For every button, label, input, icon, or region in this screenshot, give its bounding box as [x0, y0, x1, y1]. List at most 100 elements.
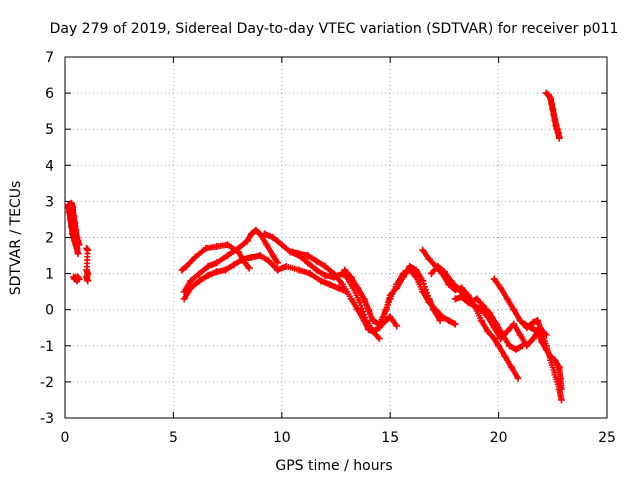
data-point: [224, 241, 232, 249]
data-point: [282, 262, 290, 270]
data-point: [547, 353, 555, 361]
data-point: [557, 396, 565, 404]
data-point: [252, 226, 260, 234]
data-point: [534, 317, 542, 325]
data-point: [304, 259, 312, 267]
data-point: [419, 288, 427, 296]
data-point: [295, 250, 303, 258]
data-point: [538, 338, 546, 346]
y-tick-label: 4: [45, 158, 54, 174]
data-point: [375, 335, 383, 343]
data-point: [195, 270, 203, 278]
data-point: [243, 237, 251, 245]
data-point: [202, 244, 210, 252]
data-point: [187, 284, 195, 292]
data-point: [204, 262, 212, 270]
data-point: [406, 266, 414, 274]
data-point: [490, 335, 498, 343]
y-tick-label: 1: [45, 267, 54, 283]
data-point: [427, 270, 435, 278]
data-point-interp: [381, 310, 388, 317]
series-arc-early-b: [65, 199, 83, 249]
x-tick-label: 15: [381, 430, 399, 446]
series-arc-12: [521, 320, 565, 393]
data-point: [548, 100, 556, 108]
data-point: [278, 241, 286, 249]
data-point: [527, 324, 535, 332]
series-arc-9: [427, 262, 526, 353]
data-point: [534, 327, 542, 335]
data-point: [213, 268, 221, 276]
data-point: [490, 324, 498, 332]
data-point: [356, 298, 364, 306]
data-point: [347, 273, 355, 281]
data-point: [471, 302, 479, 310]
data-point: [72, 226, 80, 234]
data-point-interp: [359, 305, 366, 312]
data-point: [317, 277, 325, 285]
data-point: [204, 271, 212, 279]
data-point: [550, 111, 558, 119]
data-point: [256, 252, 264, 260]
data-point: [195, 277, 203, 285]
data-point: [434, 262, 442, 270]
data-point-interp: [383, 304, 390, 311]
data-point: [354, 306, 362, 314]
data-point: [321, 271, 329, 279]
data-point: [213, 243, 221, 251]
data-point: [552, 122, 560, 130]
data-point: [178, 266, 186, 274]
data-point: [412, 273, 420, 281]
data-point: [547, 95, 555, 103]
y-tick-label: -2: [40, 375, 54, 391]
data-point: [544, 91, 552, 99]
data-point: [269, 234, 277, 241]
data-point: [187, 277, 195, 285]
data-point: [495, 342, 503, 350]
data-point: [447, 277, 455, 285]
series-arc-early-c: [70, 273, 83, 285]
data-point: [213, 259, 221, 267]
data-point: [273, 266, 281, 274]
x-tick-label: 10: [273, 430, 291, 446]
data-point: [84, 246, 92, 254]
data-point: [557, 385, 565, 393]
series-arc-7: [380, 266, 459, 328]
data-point-interp: [357, 302, 364, 309]
data-point: [554, 129, 562, 137]
data-point: [521, 320, 529, 328]
data-point: [295, 266, 303, 274]
data-point: [419, 246, 427, 254]
chart-title: Day 279 of 2019, Sidereal Day-to-day VTE…: [50, 21, 619, 37]
data-point: [425, 255, 433, 263]
data-point: [440, 268, 448, 276]
data-point: [432, 306, 440, 314]
data-point-interp: [386, 298, 393, 305]
data-series: [64, 89, 565, 404]
data-point: [365, 306, 373, 314]
data-point: [490, 275, 498, 283]
data-point: [436, 317, 444, 325]
data-point: [68, 199, 76, 207]
data-point: [512, 345, 520, 353]
data-point: [438, 313, 446, 321]
data-point: [477, 317, 485, 325]
y-tick-label: 2: [45, 231, 54, 247]
data-point: [555, 134, 563, 142]
data-point: [451, 295, 459, 303]
data-point: [71, 219, 79, 227]
data-point: [458, 293, 466, 301]
data-point-interp: [385, 301, 392, 308]
data-point: [510, 320, 518, 328]
data-point: [325, 280, 333, 288]
data-point: [473, 295, 481, 303]
series-arc-10: [451, 293, 550, 350]
x-axis-label: GPS time / hours: [275, 458, 392, 474]
data-point: [321, 262, 329, 270]
data-point: [191, 253, 199, 261]
data-point: [273, 259, 281, 267]
data-point: [74, 237, 82, 245]
data-point: [555, 363, 563, 371]
y-tick-label: -1: [40, 339, 54, 355]
